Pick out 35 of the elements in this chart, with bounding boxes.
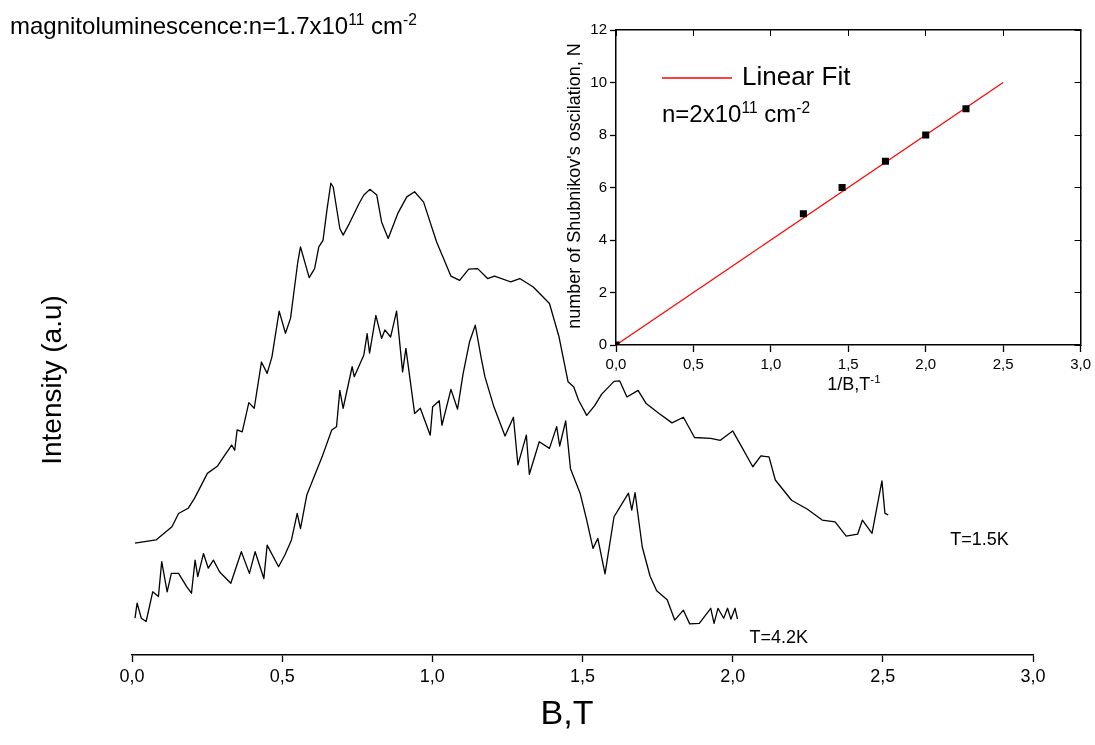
x-tick-label: 1,5: [569, 665, 596, 686]
x-tick-label: 0,5: [269, 665, 295, 686]
x-tick-label: 1,0: [419, 665, 445, 686]
y-axis-title: number of Shubnikov's oscilation, N: [564, 43, 584, 329]
x-axis-title: 1/B,T$^{-1}$: [827, 372, 881, 394]
x-axis-title: B,T: [540, 693, 594, 731]
x-tick-label: 2,0: [915, 355, 937, 373]
point: [881, 157, 889, 165]
x-tick-label: 3,0: [1070, 355, 1091, 373]
point: [799, 210, 807, 218]
x-tick-label: 1,0: [760, 355, 782, 373]
x-tick-label: 1,5: [837, 355, 859, 373]
chart-title: magnitoluminescence:n=1.7x10$^{11}$ cm$^{-2}$: [10, 11, 417, 39]
x-tick-label: 0,0: [119, 665, 145, 686]
y-axis-title: Intensity (a.u): [36, 295, 67, 465]
x-tick-label: 0,5: [683, 355, 704, 373]
y-tick-label: 4: [598, 230, 607, 248]
legend-label: Linear Fit: [742, 61, 852, 92]
point: [838, 183, 846, 192]
y-tick-label: 10: [590, 72, 607, 90]
y-tick-label: 12: [590, 20, 607, 38]
x-tick-label: 2,5: [870, 665, 896, 686]
x-tick-label: 3,0: [1020, 665, 1046, 686]
x-tick-label: 2,5: [992, 355, 1014, 373]
y-tick-label: 6: [598, 177, 607, 195]
point: [922, 131, 930, 139]
x-tick-label: 0,0: [605, 355, 627, 373]
x-tick-label: 2,0: [720, 665, 746, 686]
point: [962, 105, 970, 113]
annotation: n=2x10$^{11}$ cm$^{-2}$: [662, 99, 811, 127]
y-tick-label: 2: [598, 282, 607, 300]
y-tick-label: 0: [598, 335, 607, 353]
series-label: T=4.2K: [749, 627, 809, 648]
y-tick-label: 8: [598, 125, 607, 143]
text: T=1.5K: [950, 528, 1009, 549]
